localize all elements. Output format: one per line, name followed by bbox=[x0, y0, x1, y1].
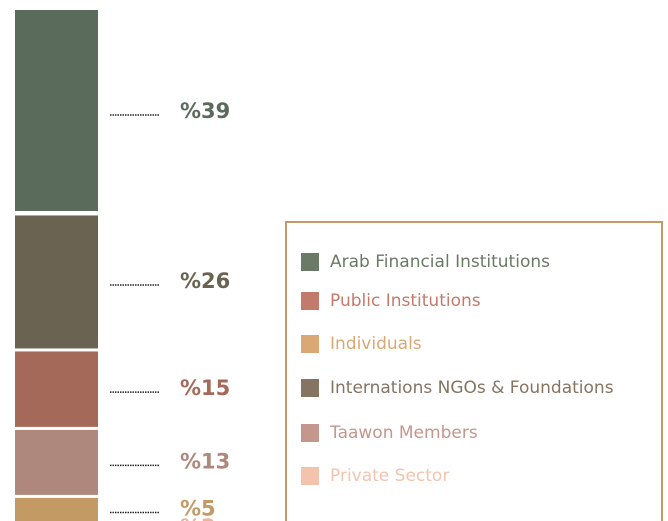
legend-label: Individuals bbox=[330, 334, 422, 354]
bar-segment bbox=[15, 351, 98, 427]
legend-label: Arab Financial Institutions bbox=[330, 252, 550, 272]
value-label: %13 bbox=[180, 449, 230, 473]
legend-swatch bbox=[301, 424, 319, 442]
legend-label: Public Institutions bbox=[330, 291, 481, 311]
value-label: %5 bbox=[180, 496, 216, 520]
bar-segment bbox=[15, 215, 98, 349]
legend-swatch bbox=[301, 379, 319, 397]
legend-swatch bbox=[301, 292, 319, 310]
legend-label: Internations NGOs & Foundations bbox=[330, 378, 614, 398]
bar-segment bbox=[15, 429, 98, 495]
value-label: %26 bbox=[180, 269, 230, 293]
legend-label: Private Sector bbox=[330, 466, 449, 486]
bar-segment bbox=[15, 10, 98, 211]
legend-swatch bbox=[301, 467, 319, 485]
legend-swatch bbox=[301, 335, 319, 353]
value-label: %15 bbox=[180, 376, 230, 400]
bar-segment bbox=[15, 497, 98, 521]
value-label: %39 bbox=[180, 99, 230, 123]
legend-label: Taawon Members bbox=[329, 423, 478, 443]
legend-swatch bbox=[301, 253, 319, 271]
legend-box bbox=[285, 221, 663, 521]
value-label: %2 bbox=[180, 515, 216, 521]
